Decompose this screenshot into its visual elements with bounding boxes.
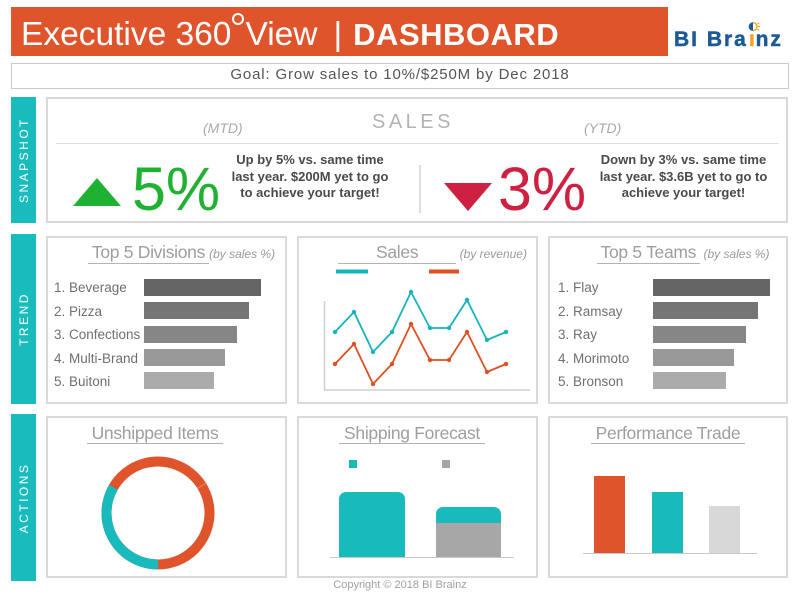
svg-text:nz: nz xyxy=(756,28,783,51)
svg-text:ı: ı xyxy=(749,28,755,51)
svg-text:BI Bra: BI Bra xyxy=(674,28,748,51)
